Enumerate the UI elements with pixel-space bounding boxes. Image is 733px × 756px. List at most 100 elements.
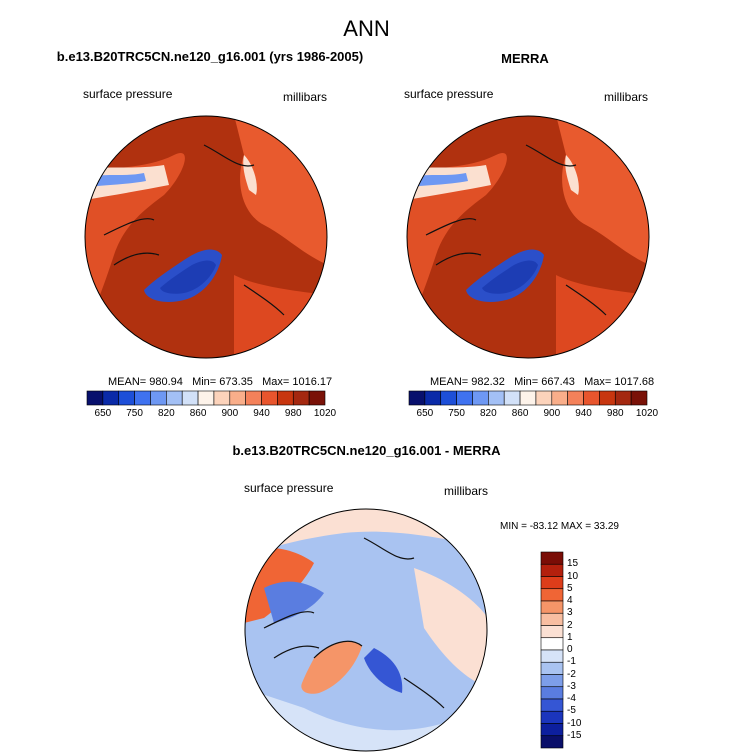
north-america-land xyxy=(407,153,507,325)
colorbar-swatch xyxy=(245,390,262,406)
colorbar-swatch xyxy=(292,390,310,406)
colorbar-tick-label: 900 xyxy=(543,408,561,419)
colorbar-tick-label: 1020 xyxy=(313,408,337,419)
colorbar-swatch xyxy=(181,390,199,406)
colorbar-swatch xyxy=(540,686,564,700)
colorbar-swatch xyxy=(540,612,564,626)
mean-label-model: MEAN= 980.94 xyxy=(108,376,183,388)
colorbar-swatch xyxy=(261,390,278,406)
colorbar-model xyxy=(86,390,326,406)
colorbar-swatch xyxy=(583,390,600,406)
colorbar-swatch xyxy=(102,390,120,406)
polar-map-diff xyxy=(244,508,488,752)
colorbar-swatch xyxy=(277,390,294,406)
colorbar-tick-label: 650 xyxy=(416,408,434,419)
panel-title-diff: b.e13.B20TRC5CN.ne120_g16.001 - MERRA xyxy=(232,443,501,458)
himalaya-light-region xyxy=(243,155,257,195)
colorbar-ticks-diff: 15 10 5 4 3 2 1 0 -1 -2 -3 -4 -5 -10 -15 xyxy=(567,552,597,748)
colorbar-tick-label: 3 xyxy=(567,607,573,619)
colorbar-tick-label: 940 xyxy=(575,408,592,419)
colorbar-swatch xyxy=(614,390,632,406)
colorbar-swatch xyxy=(540,661,564,675)
colorbar-swatch xyxy=(567,390,584,406)
max-label-model: Max= 1016.17 xyxy=(262,376,333,388)
colorbar-swatch xyxy=(540,698,564,712)
colorbar-tick-label: 5 xyxy=(567,582,573,594)
colorbar-swatch xyxy=(540,723,564,737)
colorbar-swatch xyxy=(134,390,151,406)
colorbar-swatch xyxy=(472,390,489,406)
max-label-obs: Max= 1017.68 xyxy=(584,376,655,388)
polar-map-obs xyxy=(406,115,650,359)
himalaya-light-region xyxy=(565,155,579,195)
min-label-obs: Min= 667.43 xyxy=(514,376,575,388)
main-title: ANN xyxy=(343,16,390,41)
colorbar-tick-label: 860 xyxy=(189,408,207,419)
colorbar-tick-label: -10 xyxy=(567,717,582,729)
coastline-paths xyxy=(263,537,445,709)
stats-model: MEAN= 980.94 Min= 673.35 Max= 1016.17 xyxy=(108,376,332,388)
colorbar-swatch xyxy=(630,390,648,406)
colorbar-tick-label: 940 xyxy=(253,408,270,419)
greenland-core xyxy=(482,260,538,294)
colorbar-tick-label: 4 xyxy=(567,595,573,606)
coastline-paths xyxy=(425,144,607,316)
colorbar-swatch xyxy=(440,390,457,406)
colorbar-tick-label: -3 xyxy=(567,680,576,692)
colorbar-swatch xyxy=(456,390,473,406)
panel-title-obs: MERRA xyxy=(501,51,549,66)
colorbar-obs xyxy=(408,390,648,406)
map-border xyxy=(84,115,328,359)
colorbar-swatch xyxy=(308,390,326,406)
panel-title-model: b.e13.B20TRC5CN.ne120_g16.001 (yrs 1986-… xyxy=(56,49,364,64)
colorbar-swatch xyxy=(540,576,564,590)
colorbar-tick-label: -4 xyxy=(567,693,576,704)
colorbar-swatch xyxy=(197,390,215,406)
mean-label-obs: MEAN= 982.32 xyxy=(430,376,505,388)
colorbar-tick-label: 15 xyxy=(567,558,579,570)
colorbar-swatch xyxy=(540,735,564,749)
colorbar-diff xyxy=(540,551,564,749)
colorbar-swatch xyxy=(118,390,135,406)
diff-scandinavia-negative xyxy=(364,648,403,693)
colorbar-tick-label: 0 xyxy=(567,644,573,655)
colorbar-tick-label: 900 xyxy=(221,408,239,419)
colorbar-swatch xyxy=(424,390,442,406)
colorbar-ticks-obs: 650 750 820 860 900 940 980 1020 xyxy=(409,408,659,422)
colorbar-swatch xyxy=(540,625,564,639)
map-border xyxy=(406,115,650,359)
colorbar-swatch xyxy=(488,390,505,406)
colorbar-swatch xyxy=(166,390,183,406)
units-label-model: millibars xyxy=(283,90,328,104)
colorbar-tick-label: 980 xyxy=(606,408,624,419)
units-label-diff: millibars xyxy=(444,484,489,498)
colorbar-swatch xyxy=(86,390,104,406)
colorbar-swatch xyxy=(540,674,564,688)
field-label-diff: surface pressure xyxy=(244,481,334,495)
colorbar-tick-label: 1020 xyxy=(635,408,659,419)
colorbar-swatch xyxy=(540,588,564,602)
colorbar-tick-label: -5 xyxy=(567,705,576,717)
colorbar-tick-label: 1 xyxy=(567,631,573,643)
colorbar-swatch xyxy=(503,390,521,406)
colorbar-tick-label: -1 xyxy=(567,656,576,668)
colorbar-swatch xyxy=(540,600,564,614)
colorbar-ticks-model: 650 750 820 860 900 940 980 1020 xyxy=(87,408,337,422)
colorbar-swatch xyxy=(535,390,553,406)
diff-greenland-positive xyxy=(301,641,362,694)
colorbar-swatch xyxy=(213,390,231,406)
coastline-paths xyxy=(103,144,285,316)
polar-map-model xyxy=(84,115,328,359)
diff-siberia-region xyxy=(414,568,487,688)
units-label-obs: millibars xyxy=(604,90,649,104)
min-label-model: Min= 673.35 xyxy=(192,376,253,388)
colorbar-swatch xyxy=(540,563,564,577)
field-label-model: surface pressure xyxy=(83,87,173,101)
colorbar-tick-label: 650 xyxy=(94,408,112,419)
rockies-blue-region xyxy=(89,173,146,187)
colorbar-swatch xyxy=(229,390,246,406)
colorbar-swatch xyxy=(540,710,564,724)
colorbar-swatch xyxy=(150,390,167,406)
greenland-core xyxy=(160,260,216,294)
colorbar-tick-label: -2 xyxy=(567,668,576,680)
